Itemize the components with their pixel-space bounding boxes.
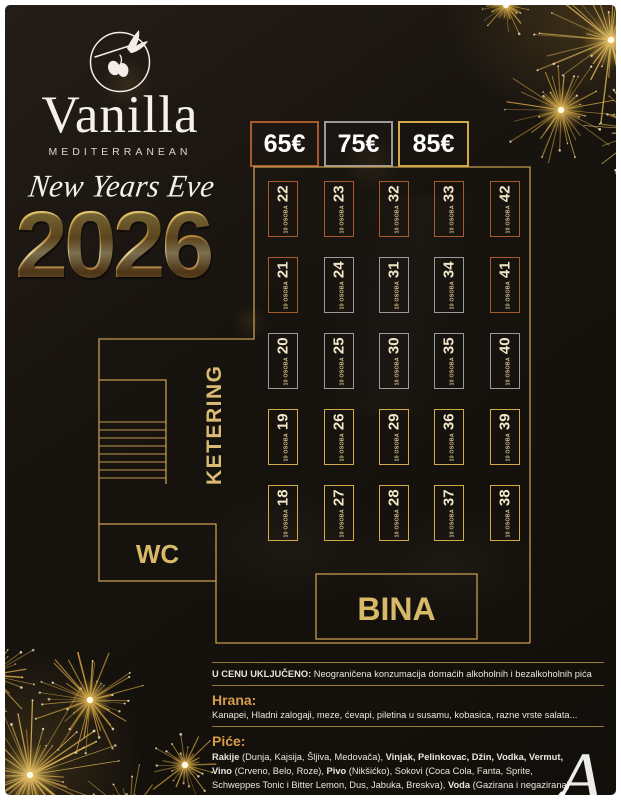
svg-text:A: A — [554, 738, 603, 800]
